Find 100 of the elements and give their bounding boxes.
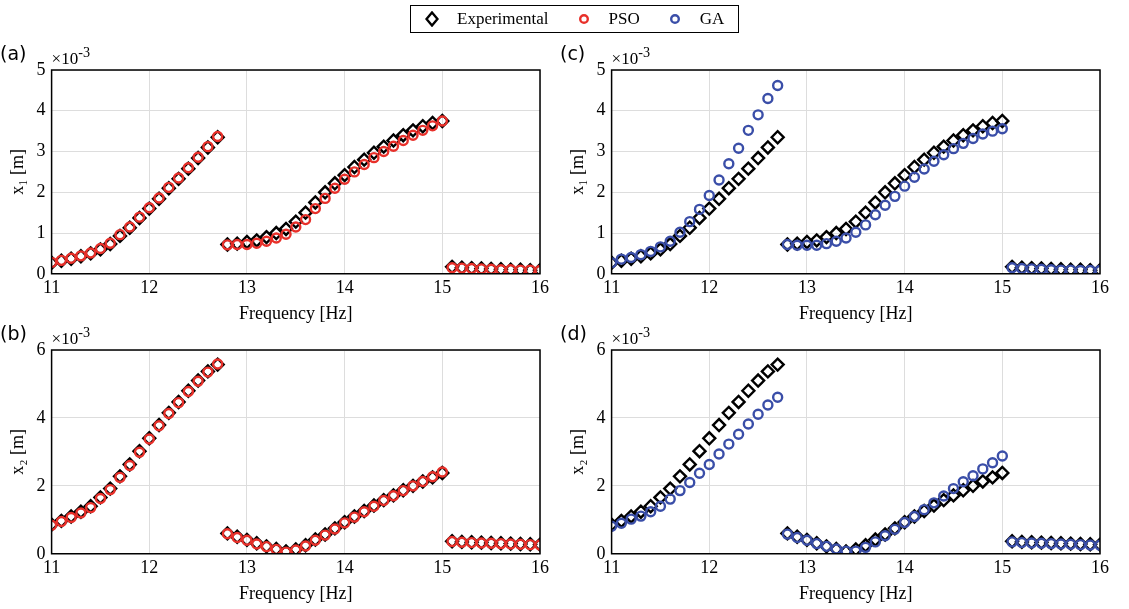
point bbox=[916, 152, 932, 167]
x-tick-label: 15 bbox=[993, 277, 1012, 298]
point bbox=[985, 470, 1000, 485]
point bbox=[938, 149, 950, 161]
x-tick-label: 13 bbox=[797, 557, 816, 578]
point bbox=[741, 383, 756, 398]
point bbox=[358, 158, 370, 171]
legend-label: GA bbox=[699, 9, 725, 29]
point bbox=[692, 444, 707, 459]
point bbox=[819, 229, 834, 245]
point bbox=[918, 163, 930, 175]
point bbox=[771, 391, 784, 403]
point bbox=[760, 140, 776, 155]
point bbox=[290, 221, 302, 233]
point bbox=[820, 237, 833, 250]
y-axis-title: x₁ [m] bbox=[566, 149, 587, 195]
point bbox=[811, 239, 823, 251]
point bbox=[653, 242, 668, 257]
point bbox=[752, 109, 764, 121]
x-tick-label: 14 bbox=[335, 557, 354, 578]
point bbox=[337, 167, 352, 183]
point bbox=[897, 167, 912, 183]
point bbox=[644, 505, 657, 518]
chart-title: (c) bbox=[560, 42, 586, 64]
point bbox=[770, 357, 785, 372]
point bbox=[868, 532, 883, 547]
x-axis-title: Frequency [Hz] bbox=[799, 302, 913, 323]
x-tick-label: 16 bbox=[1091, 557, 1109, 578]
y-tick-label: 4 bbox=[36, 99, 46, 120]
point bbox=[965, 478, 981, 494]
y-tick-label: 1 bbox=[596, 221, 606, 242]
x-tick-label: 16 bbox=[531, 557, 549, 578]
point bbox=[742, 124, 755, 137]
point bbox=[397, 134, 409, 147]
point bbox=[938, 490, 950, 502]
y-tick-label: 2 bbox=[36, 474, 46, 495]
point bbox=[967, 469, 979, 482]
point bbox=[693, 467, 706, 479]
x-tick-label: 15 bbox=[993, 557, 1012, 578]
point bbox=[750, 150, 766, 166]
point bbox=[731, 171, 746, 187]
point bbox=[298, 205, 313, 220]
y-tick-label: 6 bbox=[36, 338, 46, 359]
x-tick-label: 12 bbox=[140, 277, 159, 298]
point bbox=[956, 128, 971, 143]
x-tick-label: 15 bbox=[433, 277, 452, 298]
point bbox=[356, 152, 372, 167]
y-tick-label: 1 bbox=[36, 221, 46, 242]
point bbox=[278, 221, 294, 237]
point bbox=[928, 155, 940, 167]
point bbox=[702, 431, 717, 446]
point bbox=[713, 174, 725, 186]
point bbox=[858, 205, 873, 220]
point bbox=[259, 229, 274, 245]
point bbox=[378, 145, 390, 158]
y-tick-label: 2 bbox=[596, 474, 606, 495]
point bbox=[653, 490, 668, 505]
point bbox=[975, 119, 990, 134]
legend-label: Experimental bbox=[457, 9, 549, 29]
point bbox=[926, 498, 942, 513]
x-tick-label: 12 bbox=[700, 277, 719, 298]
point bbox=[682, 457, 697, 472]
x-tick-label: 15 bbox=[433, 557, 452, 578]
point bbox=[386, 133, 401, 148]
point bbox=[946, 133, 961, 148]
point bbox=[977, 128, 989, 140]
point bbox=[742, 418, 755, 430]
point bbox=[299, 213, 312, 226]
point bbox=[672, 228, 688, 244]
point bbox=[732, 428, 745, 440]
point bbox=[269, 225, 284, 241]
point bbox=[986, 125, 999, 137]
y-tick-label: 5 bbox=[36, 58, 46, 79]
point bbox=[684, 476, 696, 489]
point bbox=[869, 536, 882, 548]
point bbox=[723, 158, 735, 170]
x-tick-label: 12 bbox=[140, 557, 159, 578]
x-axis-title: Frequency [Hz] bbox=[239, 582, 353, 603]
y-tick-label: 5 bbox=[596, 58, 606, 79]
point bbox=[329, 182, 341, 194]
point bbox=[368, 151, 380, 164]
point bbox=[415, 119, 430, 134]
point bbox=[327, 176, 343, 191]
point bbox=[848, 214, 863, 229]
x-tick-label: 14 bbox=[895, 277, 914, 298]
point bbox=[986, 457, 999, 469]
y-tick-label: 4 bbox=[596, 99, 606, 120]
point bbox=[996, 450, 1009, 462]
point bbox=[760, 364, 776, 379]
point bbox=[684, 215, 696, 228]
point bbox=[936, 139, 951, 154]
point bbox=[615, 517, 628, 529]
point bbox=[957, 476, 969, 488]
point bbox=[967, 132, 979, 145]
point bbox=[711, 417, 727, 433]
point bbox=[241, 238, 253, 251]
point bbox=[956, 483, 971, 498]
y-tick-label: 3 bbox=[36, 140, 46, 161]
point bbox=[995, 113, 1010, 129]
legend-label: PSO bbox=[608, 9, 640, 29]
